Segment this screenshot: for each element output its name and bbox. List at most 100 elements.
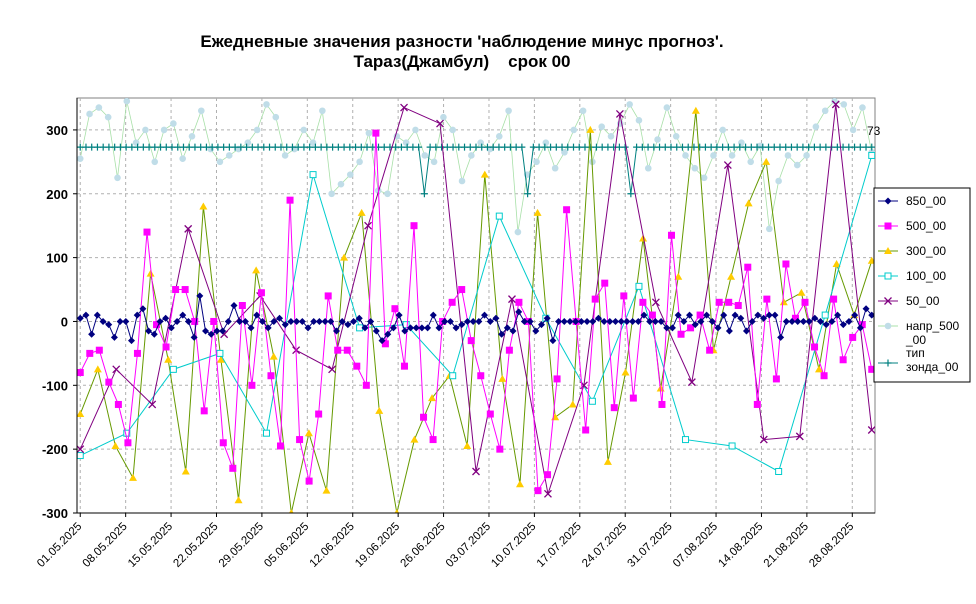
- data-point: [430, 158, 438, 166]
- data-point: [172, 286, 180, 294]
- data-point: [412, 126, 419, 134]
- data-point: [428, 394, 437, 402]
- data-point: [672, 133, 680, 140]
- data-point: [607, 133, 615, 140]
- data-point: [691, 106, 700, 114]
- data-point: [775, 177, 782, 185]
- data-point: [346, 171, 354, 178]
- data-point: [129, 473, 138, 481]
- x-tick-label: 03.07.2025: [444, 521, 493, 570]
- data-point: [845, 317, 853, 325]
- data-point: [458, 286, 466, 294]
- data-point: [779, 298, 788, 306]
- series-850_00: [77, 292, 875, 345]
- data-point: [884, 297, 892, 305]
- data-point: [657, 317, 665, 325]
- data-point: [304, 429, 313, 437]
- data-point: [216, 349, 224, 357]
- data-point: [801, 298, 809, 306]
- data-point: [253, 311, 261, 319]
- data-point: [148, 400, 157, 409]
- y-tick-label: 300: [46, 123, 68, 138]
- series-line: [79, 110, 873, 513]
- data-point: [207, 330, 215, 338]
- data-point: [286, 196, 294, 204]
- data-point: [884, 222, 892, 230]
- data-point: [821, 311, 829, 319]
- data-point: [828, 317, 836, 325]
- data-point: [561, 148, 568, 156]
- data-point: [725, 327, 733, 335]
- data-point: [468, 152, 475, 159]
- data-point: [862, 305, 870, 313]
- data-point: [338, 317, 346, 325]
- data-point: [365, 129, 373, 137]
- data-point: [748, 317, 756, 325]
- data-point: [418, 324, 426, 332]
- data-point: [777, 333, 785, 341]
- data-point: [788, 317, 796, 325]
- data-point: [309, 171, 317, 179]
- data-point: [803, 152, 810, 159]
- data-point: [257, 289, 265, 297]
- chart-subtitle: Тараз(Джамбул) срок 00: [354, 52, 571, 71]
- data-point: [759, 435, 768, 444]
- data-point: [674, 272, 683, 280]
- data-point: [315, 410, 323, 418]
- data-point: [654, 136, 661, 143]
- data-point: [236, 317, 244, 325]
- data-point: [247, 324, 255, 332]
- data-point: [116, 317, 124, 325]
- x-tick-label: 10.07.2025: [489, 521, 538, 570]
- data-point: [868, 151, 875, 159]
- data-point: [725, 298, 733, 306]
- data-point: [677, 330, 685, 338]
- data-point: [364, 221, 373, 230]
- data-point: [191, 317, 199, 325]
- data-point: [700, 174, 708, 182]
- data-point: [753, 400, 761, 408]
- data-point: [179, 311, 187, 319]
- data-point: [458, 321, 466, 329]
- data-point: [542, 139, 550, 146]
- data-point: [356, 158, 363, 166]
- data-point: [263, 101, 270, 108]
- data-point: [549, 337, 557, 345]
- data-point: [582, 426, 590, 434]
- data-point: [412, 324, 420, 332]
- data-point: [839, 356, 847, 364]
- legend-label: зонда_00: [906, 360, 959, 374]
- data-point: [791, 314, 799, 322]
- x-tick-label: 28.08.2025: [807, 521, 856, 570]
- data-point: [814, 365, 823, 373]
- data-point: [812, 123, 820, 131]
- data-point: [830, 295, 838, 303]
- legend-label: 850_00: [906, 194, 946, 208]
- data-point: [384, 190, 391, 198]
- legend-item-850_00: 850_00: [878, 194, 946, 208]
- x-tick-label: 05.06.2025: [262, 521, 311, 570]
- data-point: [492, 314, 500, 322]
- data-point: [162, 314, 170, 322]
- data-point: [627, 190, 635, 198]
- x-tick-label: 17.07.2025: [535, 521, 584, 570]
- data-point: [375, 406, 384, 414]
- data-point: [334, 346, 342, 354]
- series-line: [80, 155, 873, 473]
- data-point: [577, 317, 585, 325]
- data-point: [495, 212, 503, 220]
- data-point: [505, 346, 513, 354]
- data-point: [449, 372, 457, 380]
- data-point: [77, 445, 85, 454]
- data-point: [104, 113, 112, 121]
- data-point: [868, 365, 875, 373]
- data-point: [281, 321, 289, 329]
- legend-label: 300_00: [906, 244, 946, 258]
- data-point: [771, 311, 779, 319]
- data-point: [477, 372, 485, 380]
- data-point: [77, 410, 85, 418]
- data-point: [230, 302, 238, 309]
- data-point: [238, 302, 246, 309]
